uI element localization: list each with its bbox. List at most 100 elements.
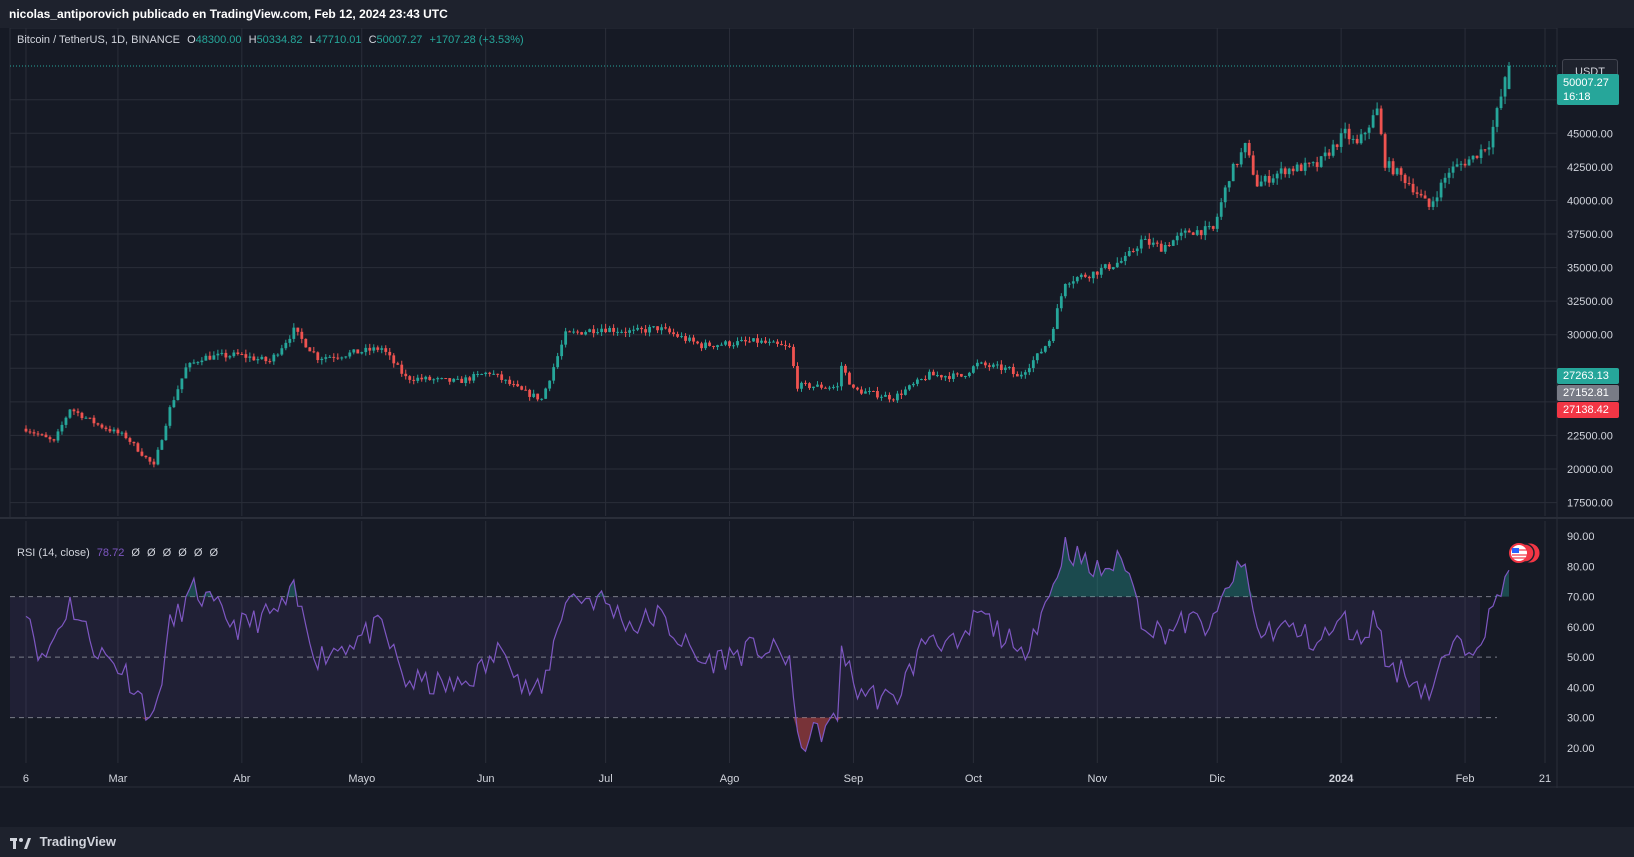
candle: [943, 375, 947, 381]
candle: [32, 429, 36, 437]
candle: [408, 375, 412, 384]
chart-area[interactable]: 6 Mar Abr Mayo Jun Jul Ago Sep Oct Nov Dic 2024 Feb 2…: [0, 28, 1634, 830]
candle: [1499, 88, 1503, 110]
candle-body: [1055, 308, 1059, 329]
candle-body: [588, 329, 592, 333]
rsi-label[interactable]: RSI (14, close): [17, 547, 90, 559]
candle: [188, 362, 192, 372]
candle-body: [1387, 161, 1391, 168]
candle-body: [1339, 133, 1343, 147]
candle: [1503, 75, 1507, 105]
candle: [452, 378, 456, 383]
candle: [1475, 155, 1479, 160]
candle: [1235, 163, 1239, 168]
candle: [432, 378, 436, 384]
candle: [204, 353, 208, 361]
candle-body: [312, 351, 316, 353]
candle-body: [780, 343, 783, 346]
candle: [736, 337, 739, 348]
candle: [1323, 146, 1327, 161]
candle-body: [172, 400, 176, 408]
symbol-name[interactable]: Bitcoin / TetherUS, 1D, BINANCE: [17, 34, 181, 46]
candle: [908, 384, 911, 391]
x-tick-label: 6: [23, 773, 29, 785]
candle-body: [416, 377, 420, 381]
candle-body: [1347, 128, 1351, 140]
candle-body: [840, 365, 843, 387]
candle: [1355, 134, 1359, 145]
x-tick-label: 21: [1539, 773, 1551, 785]
candle: [1091, 271, 1095, 284]
candle: [840, 362, 843, 391]
candle: [1459, 160, 1463, 171]
candle-body: [1327, 152, 1331, 156]
candle: [508, 376, 512, 386]
candle: [1011, 363, 1015, 378]
candle-body: [608, 327, 612, 333]
candle: [1031, 356, 1035, 373]
candle: [1367, 124, 1371, 140]
chart-canvas[interactable]: 6 Mar Abr Mayo Jun Jul Ago Sep Oct Nov Dic 2024 Feb 2…: [0, 28, 1634, 830]
candle: [983, 360, 987, 368]
candle-body: [592, 329, 596, 334]
candle: [1055, 303, 1059, 330]
candle-body: [912, 383, 915, 386]
open-label: O: [187, 34, 196, 46]
candle-body: [1331, 144, 1335, 156]
candle: [68, 408, 72, 419]
candle-body: [436, 378, 440, 380]
candle-body: [1111, 267, 1115, 270]
candle-body: [748, 341, 751, 343]
candle-body: [1179, 232, 1183, 236]
candle-body: [784, 345, 787, 347]
candle-body: [24, 428, 28, 432]
us-flag-icon[interactable]: [1506, 542, 1540, 564]
x-tick-label: Ago: [720, 773, 740, 785]
candle: [56, 428, 60, 443]
y-tick-label: 35000.00: [1567, 263, 1613, 275]
candle-body: [1043, 346, 1047, 352]
candle: [364, 344, 368, 356]
candle: [884, 391, 887, 397]
candle: [852, 384, 855, 389]
x-tick-label: Abr: [233, 773, 250, 785]
candle-body: [96, 423, 100, 425]
candle: [1299, 162, 1303, 172]
candle: [116, 427, 120, 436]
candle-body: [156, 449, 160, 465]
candle-body: [1279, 168, 1283, 174]
candle-body: [1095, 271, 1099, 275]
candle: [168, 405, 172, 429]
rsi-legend: RSI (14, close) 78.72 Ø Ø Ø Ø Ø Ø: [17, 547, 224, 559]
candle: [672, 328, 675, 337]
candle-body: [1463, 163, 1467, 166]
candle-body: [412, 379, 416, 381]
candle-body: [500, 374, 504, 380]
candle-body: [700, 343, 703, 349]
candle-body: [1291, 168, 1295, 172]
candle: [1147, 233, 1151, 249]
candle-body: [1471, 155, 1475, 160]
candle-body: [1023, 372, 1027, 375]
candle-body: [1115, 262, 1119, 268]
candle: [1115, 257, 1119, 268]
candle-body: [1143, 238, 1147, 240]
candle: [860, 386, 863, 395]
candle-body: [248, 356, 252, 358]
candle-body: [1171, 240, 1175, 246]
candle-body: [1479, 149, 1483, 158]
candle: [1279, 161, 1283, 180]
candle: [1243, 142, 1247, 159]
candle-body: [688, 337, 691, 341]
candle-body: [668, 328, 671, 333]
candle-body: [772, 341, 775, 343]
candle: [856, 386, 859, 391]
candle: [388, 348, 392, 360]
candle: [340, 356, 344, 361]
candle-body: [304, 338, 308, 348]
candle-body: [1379, 108, 1383, 135]
last-price-tag: 50007.27 16:18: [1557, 74, 1619, 105]
candle: [1003, 365, 1007, 373]
candle: [292, 323, 296, 343]
candle-body: [616, 331, 620, 333]
